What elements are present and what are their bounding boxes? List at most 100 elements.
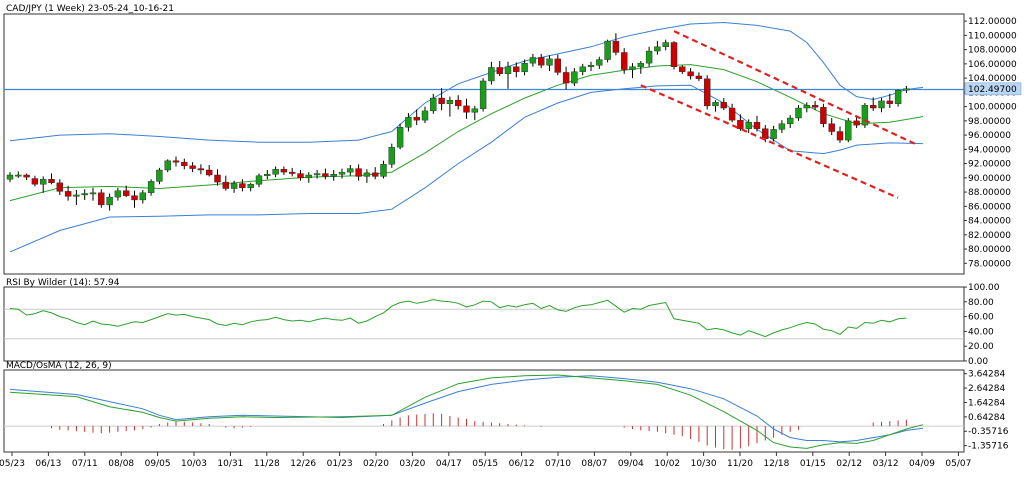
candle-up [637, 62, 644, 67]
candle-down [820, 107, 827, 124]
candle-up [338, 171, 346, 175]
price-tick-label: 110.00000 [968, 31, 1017, 41]
candle-up [662, 42, 669, 47]
time-tick-label: 06/13 [35, 459, 61, 469]
rsi-panel: RSI By Wilder (14): 57.94 100.00 80.00 60.… [3, 278, 1000, 367]
candle-down [562, 72, 570, 84]
time-tick-label: 08/07 [581, 459, 607, 469]
candle-down [811, 104, 819, 108]
price-tick-label: 100.00000 [968, 103, 1017, 113]
price-tick-label: 90.00000 [968, 174, 1011, 184]
candle-up [81, 193, 88, 196]
macd-tick-label: -0.35716 [968, 427, 1009, 437]
candle-up [745, 122, 752, 129]
channel-trend-line [640, 84, 899, 199]
price-chart-title: CAD/JPY (1 Week) 23-05-24_10-16-21 [6, 4, 174, 14]
time-tick-label: 10/30 [691, 459, 717, 469]
time-tick-label: 04/17 [436, 459, 462, 469]
candle-down [513, 66, 520, 72]
rsi-tick-label: 100.00 [968, 283, 1000, 293]
price-tick-label: 94.00000 [968, 145, 1011, 155]
signal-line [9, 374, 924, 449]
price-tick-label: 106.00000 [968, 60, 1017, 70]
time-tick-label: 05/15 [472, 459, 498, 469]
candle-up [654, 46, 661, 52]
candle-down [23, 174, 30, 178]
rsi-tick-label: 80.00 [968, 298, 994, 308]
bollinger-middle-line [9, 64, 924, 202]
time-tick-label: 05/07 [945, 459, 971, 469]
rsi-tick-label: 60.00 [968, 313, 994, 323]
candle-down [31, 178, 39, 185]
time-tick-label: 01/23 [327, 459, 353, 469]
rsi-grid [4, 308, 964, 340]
candle-down [56, 182, 63, 192]
candle-down [463, 105, 470, 113]
candlesticks [6, 33, 910, 211]
candle-up [903, 88, 910, 91]
price-tick-label: 80.00000 [968, 245, 1011, 255]
candle-up [421, 110, 429, 121]
candle-down [181, 161, 188, 166]
candle-up [587, 65, 595, 67]
time-tick-label: 07/10 [545, 459, 571, 469]
time-tick-label: 12/18 [763, 459, 789, 469]
channel-lines [640, 30, 916, 199]
rsi-tick-label: 40.00 [968, 327, 994, 337]
candle-down [853, 120, 860, 126]
candle-up [795, 107, 802, 119]
price-tick-label: 78.00000 [968, 259, 1011, 269]
time-tick-label: 02/20 [363, 459, 389, 469]
candle-up [363, 172, 371, 177]
candle-up [147, 181, 155, 193]
price-tick-label: 104.00000 [968, 74, 1017, 84]
time-tick-label: 03/12 [873, 459, 899, 469]
time-tick-label: 11/20 [727, 459, 753, 469]
candle-down [131, 195, 138, 201]
candle-up [778, 123, 786, 130]
candle-down [704, 78, 711, 107]
candle-up [40, 179, 47, 185]
time-tick-label: 04/09 [909, 459, 935, 469]
candle-up [521, 62, 528, 72]
candle-up [396, 127, 404, 148]
candle-down [621, 52, 628, 70]
candle-up [579, 66, 586, 72]
macd-tick-label: -1.35716 [968, 442, 1009, 452]
price-tick-label: 82.00000 [968, 231, 1011, 241]
macd-panel: MACD/OsMA (12, 26, 9) 3.64284 2.64284 1.64… [3, 361, 1009, 453]
time-axis: 05/23 06/13 07/11 08/08 09/05 10/03 10/31 11/28… [0, 452, 971, 469]
candle-down [297, 173, 304, 179]
time-tick-label: 06/12 [509, 459, 535, 469]
candle-up [430, 97, 437, 112]
candle-down [214, 174, 221, 183]
time-tick-label: 10/31 [217, 459, 243, 469]
candle-up [164, 160, 171, 171]
rsi-line-path [9, 299, 907, 338]
price-axis: 112.00000 110.00000 108.00000 106.00000 104.… [964, 17, 1022, 269]
candle-up [15, 174, 22, 177]
candle-up [330, 174, 337, 177]
candle-up [73, 194, 80, 197]
osma-histogram [51, 413, 907, 450]
candle-down [322, 173, 329, 177]
time-tick-label: 02/12 [836, 459, 862, 469]
candle-down [695, 75, 703, 80]
candle-down [289, 171, 296, 174]
price-tick-label: 96.00000 [968, 131, 1011, 141]
candle-down [737, 119, 744, 129]
candle-up [305, 174, 312, 179]
candle-up [712, 102, 719, 107]
macd-tick-label: 2.64284 [968, 384, 1005, 394]
candle-up [380, 164, 387, 177]
candle-up [6, 174, 14, 180]
time-tick-label: 12/26 [290, 459, 316, 469]
candle-down [496, 67, 503, 75]
candle-up [139, 192, 147, 201]
candle-down [205, 169, 213, 176]
candle-down [554, 58, 561, 73]
rsi-tick-label: 20.00 [968, 342, 994, 352]
rsi-tick-label: 0.00 [968, 357, 988, 367]
